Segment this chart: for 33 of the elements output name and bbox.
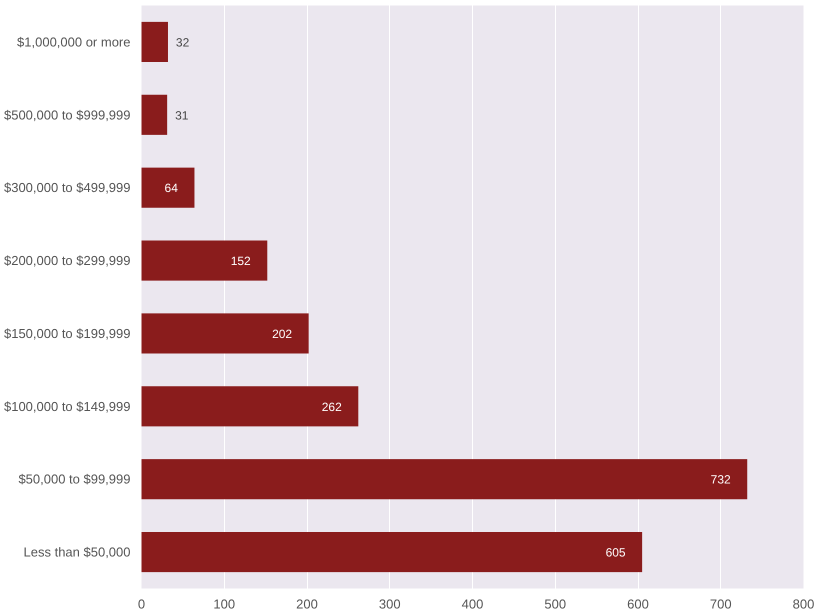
bar <box>142 240 268 281</box>
x-tick-label: 500 <box>544 596 566 611</box>
bar <box>142 386 358 426</box>
x-tick-label: 100 <box>213 596 236 611</box>
bar <box>142 22 168 62</box>
x-tick-label: 600 <box>627 596 649 611</box>
x-tick-label: 800 <box>792 596 814 611</box>
y-tick-label: $300,000 to $499,999 <box>4 180 131 196</box>
x-tick-label: 400 <box>462 596 484 611</box>
bar <box>142 94 168 135</box>
y-tick-label: $150,000 to $199,999 <box>4 326 131 341</box>
x-tick-label: 300 <box>378 596 401 611</box>
data-label: 202 <box>272 326 292 341</box>
bar <box>142 532 642 572</box>
data-label: 152 <box>230 254 252 268</box>
data-label: 732 <box>710 472 732 487</box>
y-tick-label: $200,000 to $299,999 <box>4 253 131 268</box>
x-tick-label: 200 <box>296 596 318 611</box>
bar <box>142 168 194 208</box>
y-tick-label: Less than $50,000 <box>24 544 131 560</box>
data-label: 32 <box>176 35 190 50</box>
bar <box>142 313 309 354</box>
x-tick-label: 0 <box>138 596 146 611</box>
x-tick-label: 700 <box>710 596 732 611</box>
data-label: 605 <box>606 546 626 560</box>
y-tick-label: $500,000 to $999,999 <box>4 107 131 122</box>
data-label: 262 <box>322 400 342 414</box>
bar <box>142 459 748 500</box>
data-label: 64 <box>164 181 178 196</box>
data-label: 31 <box>175 108 189 122</box>
y-tick-label: $1,000,000 or more <box>17 34 131 50</box>
y-tick-label: $50,000 to $99,999 <box>18 472 131 487</box>
y-tick-label: $100,000 to $149,999 <box>4 398 131 414</box>
